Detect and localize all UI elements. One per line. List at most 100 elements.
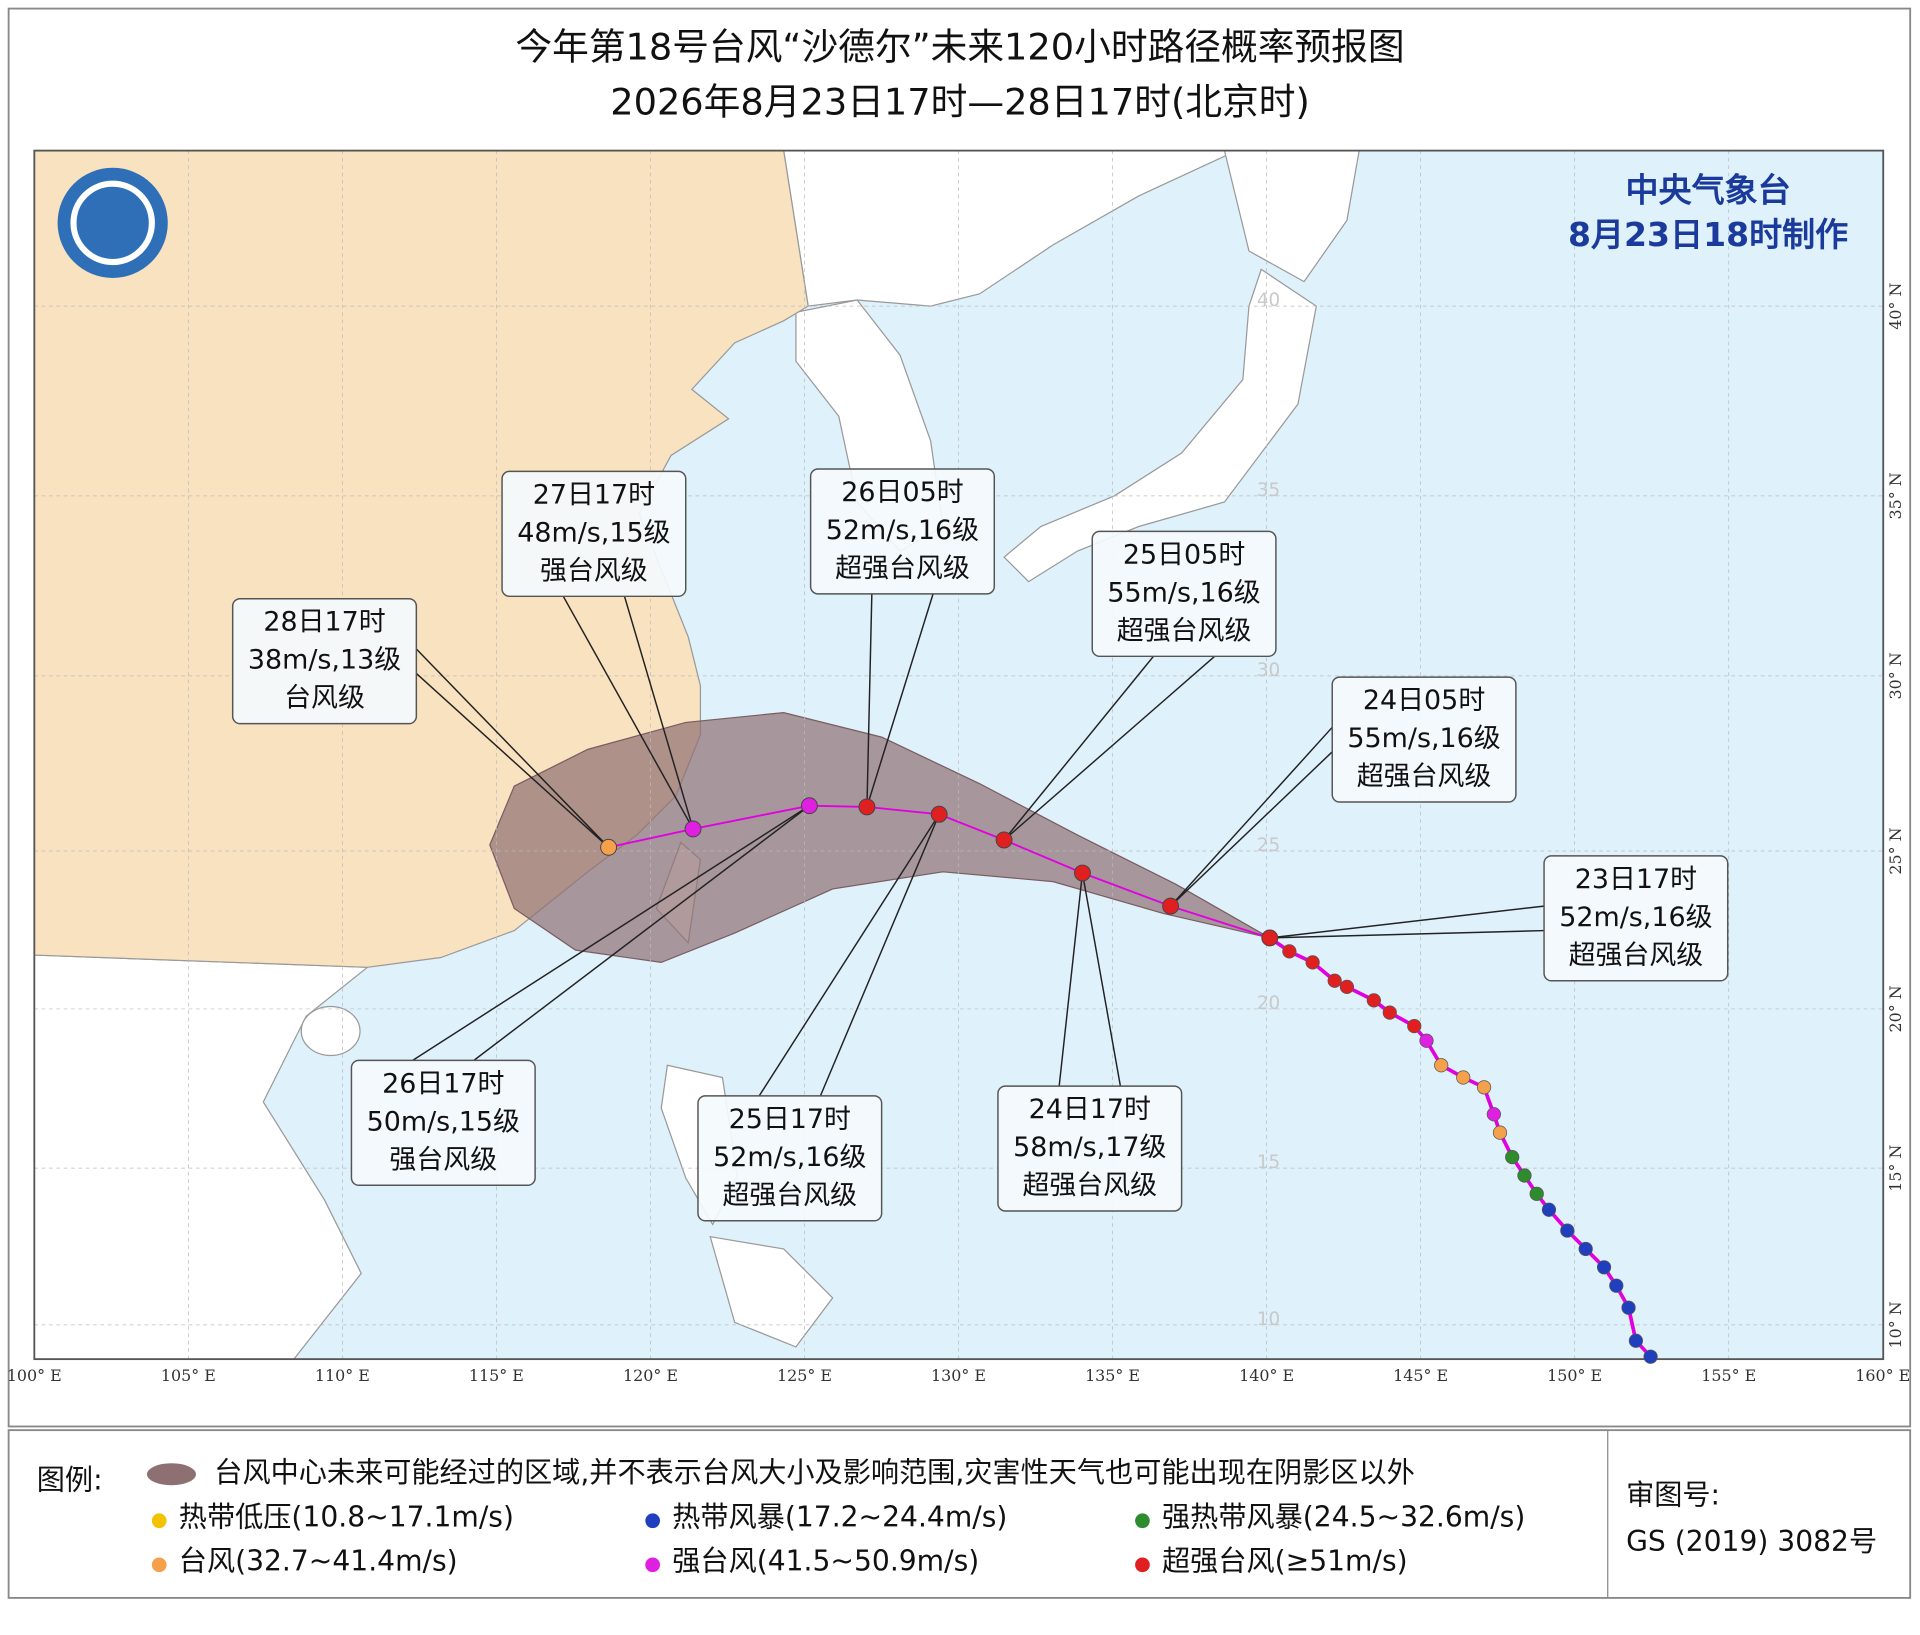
track-point <box>1419 1033 1434 1048</box>
map-border <box>33 149 1885 1361</box>
subtitle: 2026年8月23日17时—28日17时(北京时) <box>610 81 1310 124</box>
track-point <box>1407 1018 1422 1034</box>
legend-frame <box>7 1429 1912 1599</box>
approval-number: GS (2019) 3082号 <box>1626 1525 1877 1558</box>
pointer <box>1269 905 1545 939</box>
track-point <box>1476 1080 1492 1095</box>
pointer <box>866 593 934 808</box>
pointer <box>1269 929 1545 939</box>
forecast-wind: 50m/s,15级 <box>367 1106 520 1137</box>
track-point <box>1628 1333 1643 1348</box>
pointer <box>1170 726 1333 907</box>
lon-label: 115° E <box>469 1366 524 1385</box>
forecast-grade: 强台风级 <box>540 555 648 586</box>
track-point <box>1505 1149 1520 1165</box>
track-point <box>1609 1278 1624 1293</box>
pointer <box>415 648 610 848</box>
pointer <box>819 813 940 1097</box>
lon-label: 135° E <box>1085 1366 1140 1385</box>
track-point <box>1578 1241 1593 1257</box>
forecast-point <box>1261 929 1279 947</box>
land <box>300 1005 361 1057</box>
track-point <box>1327 973 1342 988</box>
forecast-time: 25日17时 <box>729 1104 851 1135</box>
lon-label: 145° E <box>1393 1366 1448 1385</box>
legend-marker <box>645 1557 661 1573</box>
lat-inner-label: 20 <box>1257 993 1280 1014</box>
lat-label: 25° N <box>1886 827 1905 874</box>
title: 今年第18号台风“沙德尔”未来120小时路径概率预报图 <box>515 25 1404 68</box>
track-point <box>1366 993 1381 1008</box>
forecast-box <box>231 598 418 725</box>
forecast-time: 26日17时 <box>382 1068 504 1099</box>
track-point <box>1282 944 1297 959</box>
forecast-time: 24日05时 <box>1363 685 1485 716</box>
forecast-box <box>350 1059 536 1186</box>
forecast-wind: 55m/s,16级 <box>1347 723 1500 754</box>
pointer <box>1081 872 1122 1087</box>
legend-marker <box>151 1513 167 1529</box>
lat-inner-label: 40 <box>1257 290 1280 311</box>
lon-label: 105° E <box>161 1366 216 1385</box>
forecast-box <box>809 468 996 595</box>
forecast-point <box>858 798 876 816</box>
land <box>1003 268 1317 583</box>
legend-label: 图例: <box>37 1464 103 1497</box>
forecast-wind: 52m/s,16级 <box>1559 902 1712 933</box>
map: 40 35 30 25 20 15 10 <box>34 150 1884 1360</box>
track-point <box>1596 1260 1612 1275</box>
overlay: 100° E 105° E 110° E 115° E 120° E 125° E 130°… <box>7 282 1910 1384</box>
forecast-point <box>800 797 818 815</box>
track-point <box>1517 1168 1532 1183</box>
track-point <box>1541 1202 1557 1217</box>
land <box>34 954 370 1360</box>
land <box>783 150 1237 307</box>
lat-inner-label: 30 <box>1257 660 1280 681</box>
track-point <box>1560 1223 1575 1238</box>
lon-label: 125° E <box>777 1366 832 1385</box>
forecast-point <box>995 831 1013 849</box>
track-point <box>1339 979 1355 995</box>
lat-label: 20° N <box>1886 985 1905 1032</box>
forecast-grade: 强台风级 <box>389 1144 497 1175</box>
track-point <box>1305 955 1320 970</box>
forecast-wind: 52m/s,16级 <box>826 515 979 546</box>
forecast-wind: 55m/s,16级 <box>1107 577 1260 608</box>
pointer <box>1003 655 1155 841</box>
lat-inner-label: 25 <box>1257 835 1280 856</box>
pointer <box>1058 872 1084 1087</box>
forecast-box <box>1091 530 1277 658</box>
land <box>709 1235 834 1348</box>
pointer <box>623 596 694 830</box>
pointer <box>758 813 940 1097</box>
lat-label: 10° N <box>1886 1301 1905 1348</box>
pointer <box>1170 751 1333 907</box>
forecast-time: 24日17时 <box>1029 1094 1151 1125</box>
forecast-point <box>684 820 702 838</box>
forecast-point <box>1073 864 1091 882</box>
forecast-box <box>697 1095 883 1222</box>
forecast-grade: 超强台风级 <box>1117 615 1252 646</box>
legend-item: 强热带风暴(24.5~32.6m/s) <box>1162 1500 1525 1533</box>
track-point <box>1492 1125 1508 1140</box>
lat-inner-label: 35 <box>1257 480 1280 501</box>
forecast-box <box>1331 676 1517 803</box>
forecast-wind: 58m/s,17级 <box>1013 1132 1166 1163</box>
lat-inner-label: 15 <box>1257 1152 1280 1173</box>
forecast-wind: 48m/s,15级 <box>517 517 670 548</box>
track-point <box>1382 1005 1397 1020</box>
pointer <box>866 593 873 807</box>
legend-cone <box>146 1463 196 1486</box>
track-point <box>1434 1058 1449 1073</box>
lon-label: 160° E <box>1855 1366 1910 1385</box>
pointer <box>1003 655 1216 841</box>
lat-label: 35° N <box>1886 472 1905 519</box>
track-point <box>1643 1349 1658 1364</box>
track-point <box>1486 1107 1501 1122</box>
forecast-time: 25日05时 <box>1123 539 1245 570</box>
lon-label: 130° E <box>931 1366 986 1385</box>
forecast-wind: 38m/s,13级 <box>248 645 401 676</box>
track-point <box>1456 1070 1471 1085</box>
forecast-point <box>1162 897 1180 915</box>
